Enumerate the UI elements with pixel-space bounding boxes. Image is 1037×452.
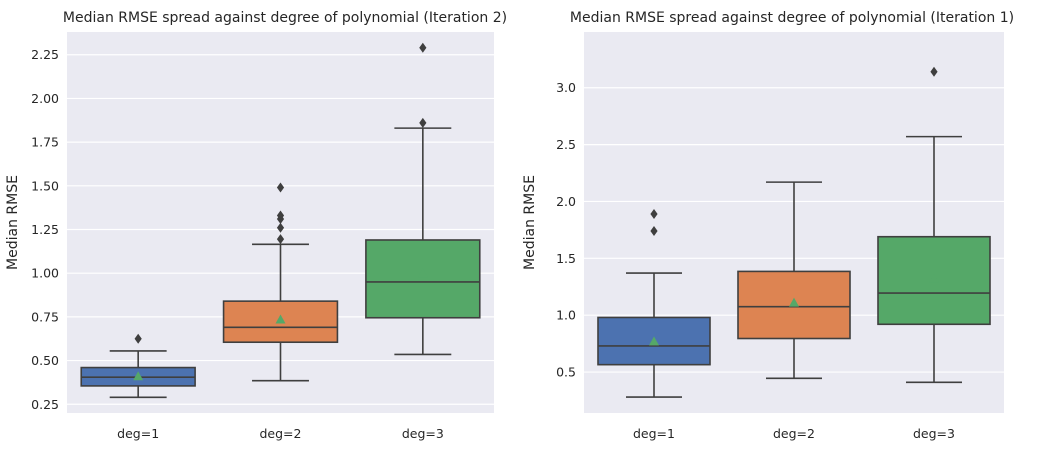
y-tick-label: 3.0 — [556, 80, 576, 95]
box-deg=2 — [737, 181, 851, 380]
box-deg=3 — [877, 66, 991, 384]
y-tick-label: 1.0 — [556, 308, 576, 323]
y-axis-label: Median RMSE — [5, 175, 21, 270]
y-tick-label: 1.00 — [31, 266, 59, 281]
outlier-point — [276, 182, 285, 193]
outlier-point — [276, 222, 285, 233]
mean-marker — [929, 273, 939, 283]
chart-panel-2: 0.5 1.0 1.5 2.0 2.5 3.0 Median RMSE spread aga… — [522, 10, 1014, 441]
y-tick-label: 1.25 — [31, 222, 59, 237]
y-tick-label: 1.75 — [31, 135, 59, 150]
chart-title: Median RMSE spread against degree of pol… — [570, 10, 1014, 26]
y-tick-label: 2.00 — [31, 91, 59, 106]
x-tick-label: deg=3 — [402, 426, 444, 441]
outlier-point — [276, 210, 285, 221]
outlier-point — [419, 42, 427, 53]
y-axis-label: Median RMSE — [522, 175, 538, 270]
mean-marker — [275, 314, 286, 324]
outlier-point — [134, 333, 142, 344]
outlier-point — [419, 117, 427, 128]
mean-marker — [789, 297, 799, 307]
box-body — [365, 239, 481, 319]
outlier-point — [650, 208, 658, 219]
x-tick-label: deg=3 — [913, 426, 955, 441]
chart-panel-1: 0.25 0.50 0.75 1.00 1.25 1.50 1.75 2.00 2.25 Medi… — [5, 10, 507, 441]
x-tick-label: deg=2 — [260, 426, 302, 441]
y-tick-label: 1.50 — [31, 178, 59, 193]
y-tick-label: 1.5 — [556, 251, 576, 266]
mean-marker — [417, 268, 428, 278]
y-tick-label: 0.25 — [31, 397, 59, 412]
mean-marker — [649, 336, 659, 346]
box-deg=3 — [365, 42, 481, 356]
x-tick-label: deg=1 — [633, 426, 675, 441]
y-tick-label: 2.0 — [556, 194, 576, 209]
mean-marker — [133, 371, 144, 381]
outlier-point — [650, 226, 658, 237]
x-tick-label: deg=2 — [773, 426, 815, 441]
y-tick-label: 2.25 — [31, 47, 59, 62]
y-tick-label: 0.5 — [556, 365, 576, 380]
y-tick-label: 0.50 — [31, 353, 59, 368]
box-deg=1 — [80, 333, 196, 399]
chart-title: Median RMSE spread against degree of pol… — [63, 10, 507, 26]
x-tick-label: deg=1 — [117, 426, 159, 441]
outlier-point — [930, 66, 938, 77]
y-tick-label: 0.75 — [31, 309, 59, 324]
box-deg=2 — [222, 182, 339, 382]
y-tick-label: 2.5 — [556, 137, 576, 152]
box-deg=1 — [597, 208, 711, 398]
outlier-point — [276, 234, 285, 245]
